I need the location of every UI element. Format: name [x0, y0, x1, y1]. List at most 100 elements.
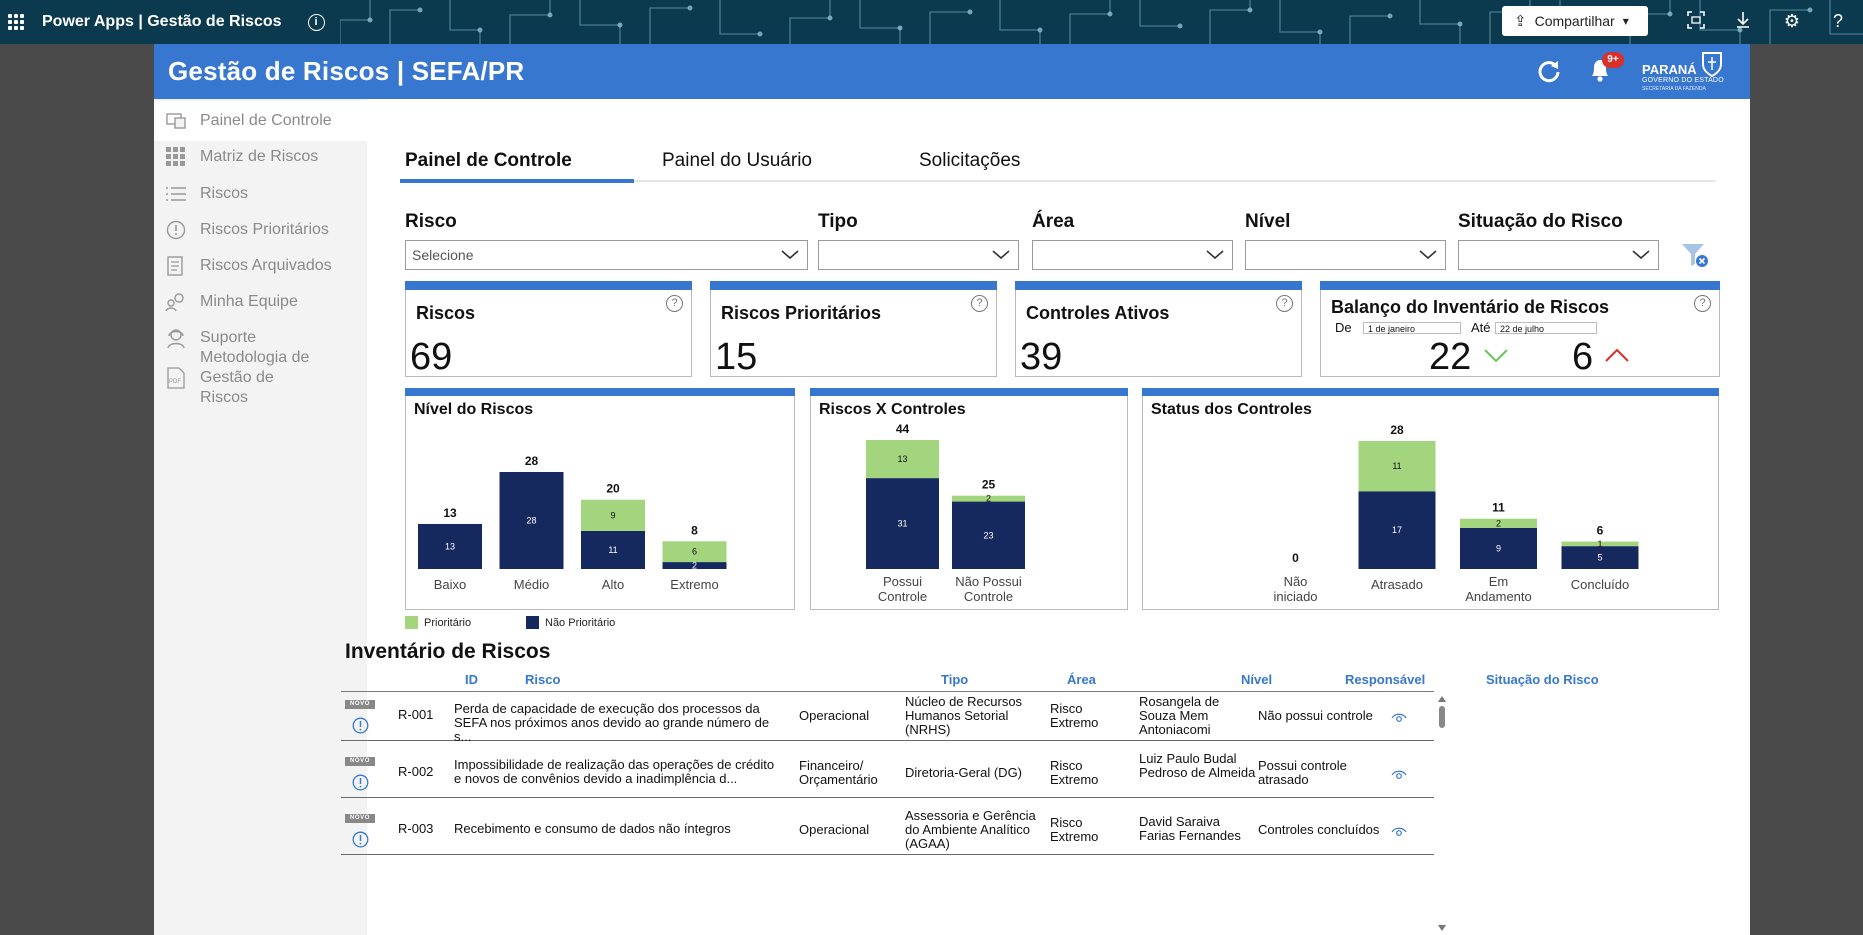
list-icon [164, 182, 188, 206]
sidebar-item-painel-de-controle[interactable]: Painel de Controle [154, 101, 367, 141]
tab-painel-de-controle[interactable]: Painel de Controle [405, 150, 572, 171]
filter-label-nivel: Nível [1245, 211, 1291, 232]
settings-gear-icon[interactable]: ⚙ [1783, 11, 1801, 31]
bar-total-label: 44 [896, 422, 910, 436]
chart-panel-status-dos-controles: Status dos Controles 0 Não iniciado 17 11 28 A… [1142, 388, 1719, 610]
table-row[interactable]: NOVO R-003 Recebimento e consumo de dado… [341, 806, 1434, 855]
chevron-down-icon [1419, 250, 1437, 260]
view-eye-icon[interactable] [1391, 826, 1407, 838]
info-icon[interactable]: i [307, 13, 325, 31]
view-eye-icon[interactable] [1391, 769, 1407, 781]
sidebar-item-label: Riscos [200, 185, 249, 202]
filter-tipo-dropdown[interactable] [818, 240, 1019, 270]
column-header-tipo[interactable]: Tipo [941, 672, 969, 687]
column-header-area[interactable]: Área [1067, 672, 1096, 687]
cell-risco: Perda de capacidade de execução dos proc… [454, 701, 770, 744]
cell-nivel: Risco Extremo [1050, 758, 1099, 787]
kpi-card-riscos-prioritarios: Riscos Prioritários ? 15 [710, 281, 997, 378]
sidebar-item-label: Matriz de Riscos [200, 148, 319, 165]
parana-logo: PARANÁ GOVERNO DO ESTADO SECRETARIA DA F… [1642, 50, 1732, 92]
kpi-title: Controles Ativos [1026, 303, 1170, 323]
chart-nivel-dos-riscos: 13 13 Baixo 28 28 Médio 11 9 20 Alto 2 6 8 Extremo [418, 454, 727, 592]
bar-value-label: 11 [1392, 461, 1401, 471]
sidebar-item-riscos-arquivados[interactable]: Riscos Arquivados [154, 246, 367, 286]
download-icon[interactable] [1732, 10, 1754, 32]
cell-situacao: Controles concluídos [1258, 822, 1380, 837]
cell-situacao: Possui controle atrasado [1258, 758, 1347, 787]
column-header-nivel[interactable]: Nível [1241, 672, 1273, 687]
cell-area: Núcleo de Recursos Humanos Setorial (NRH… [905, 694, 1023, 737]
cell-responsavel: David Saraiva Farias Fernandes [1139, 814, 1241, 843]
clear-filter-icon[interactable] [1680, 240, 1710, 270]
sidebar-item-minha-equipe[interactable]: Minha Equipe [154, 282, 367, 322]
chart-title: Status dos Controles [1151, 401, 1312, 418]
app-header: Gestão de Riscos | SEFA/PR 9+ PARANÁ GOV… [154, 44, 1750, 99]
kpi-card-riscos: Riscos ? 69 [405, 281, 692, 378]
bar-nao-prioritario [1358, 491, 1436, 569]
cell-area: Diretoria-Geral (DG) [905, 765, 1023, 780]
table-row[interactable]: NOVO R-002 Impossibilidade de realização… [341, 749, 1434, 798]
sidebar-item-label: Suporte [200, 329, 257, 346]
logo-text: PARANÁ [1642, 62, 1697, 77]
cell-responsavel: Luiz Paulo Budal Pedroso de Almeida [1139, 751, 1256, 780]
sidebar-item-riscos-prioritarios[interactable]: Riscos Prioritários [154, 210, 367, 250]
column-header-situacao[interactable]: Situação do Risco [1486, 672, 1599, 687]
date-to-input[interactable]: 22 de julho [1495, 322, 1597, 334]
tick-label-line: Não Possui [955, 574, 1022, 589]
view-eye-icon[interactable] [1391, 712, 1407, 724]
bar-total-label: 8 [691, 523, 698, 537]
help-circle-icon[interactable]: ? [1694, 295, 1711, 312]
tick-label-line: Possui [883, 574, 922, 589]
tab-solicitacoes[interactable]: Solicitações [919, 150, 1021, 171]
bar-value-label: 2 [692, 561, 697, 571]
help-circle-icon[interactable]: ? [1276, 295, 1293, 312]
sidebar-item-matriz-de-riscos[interactable]: Matriz de Riscos [154, 137, 367, 177]
bar-prioritario [1358, 441, 1436, 492]
table-row[interactable]: NOVO R-001 Perda de capacidade de execuç… [341, 692, 1434, 744]
filter-label-area: Área [1032, 211, 1075, 232]
category-tick-label: Atrasado [1371, 577, 1423, 592]
bar-total-label: 0 [1292, 551, 1299, 565]
column-header-id[interactable]: ID [465, 672, 478, 687]
refresh-icon[interactable] [1536, 58, 1562, 84]
table-scrollbar[interactable] [1437, 692, 1447, 935]
column-header-responsavel[interactable]: Responsável [1345, 672, 1426, 687]
arrow-down-icon [1484, 349, 1508, 363]
sidebar-item-label: Riscos Prioritários [200, 221, 329, 238]
bar-nao-prioritario [499, 472, 564, 569]
help-circle-icon[interactable]: ? [971, 295, 988, 312]
cell-situacao: Não possui controle [1258, 708, 1373, 723]
help-question-icon[interactable]: ? [1832, 11, 1843, 31]
app-launcher-icon[interactable] [8, 14, 24, 30]
tabs-divider [400, 180, 1716, 182]
dashboard-icon [164, 109, 188, 133]
category-tick-label: Baixo [434, 577, 467, 592]
bar-value-label: 1 [1597, 539, 1602, 549]
tab-painel-do-usuario[interactable]: Painel do Usuário [662, 150, 812, 171]
sidebar-item-riscos[interactable]: Riscos [154, 174, 367, 214]
kpi-value: 15 [715, 336, 758, 378]
date-from-input[interactable]: 1 de janeiro [1363, 322, 1461, 334]
sidebar-item-suporte[interactable]: Suporte [154, 318, 367, 358]
chevron-down-icon [781, 250, 799, 260]
help-circle-icon[interactable]: ? [666, 295, 683, 312]
column-header-risco[interactable]: Risco [525, 672, 561, 687]
topbar-left: Power Apps | Gestão de Riscos i [0, 0, 340, 44]
bar-value-label: 9 [1496, 543, 1501, 553]
filter-nivel-dropdown[interactable] [1245, 240, 1446, 270]
archive-icon [164, 254, 188, 278]
sidebar-item-metodologia[interactable]: PDF Metodologia de Gestão de Riscos [154, 349, 367, 406]
card-accent-bar [1320, 281, 1720, 290]
filter-risco-dropdown[interactable]: Selecione [405, 240, 808, 270]
cell-tipo: Operacional [799, 822, 870, 837]
tick-label-line: Controle [964, 589, 1013, 604]
share-button[interactable]: ⇪ Compartilhar ▾ [1502, 6, 1648, 36]
pdf-icon: PDF [164, 366, 188, 390]
cell-nivel: Risco Extremo [1050, 701, 1099, 730]
category-tick-label: Alto [602, 577, 624, 592]
filter-situacao-dropdown[interactable] [1458, 240, 1659, 270]
team-icon [164, 290, 188, 314]
fit-to-screen-icon[interactable] [1685, 10, 1707, 32]
filter-area-dropdown[interactable] [1032, 240, 1233, 270]
